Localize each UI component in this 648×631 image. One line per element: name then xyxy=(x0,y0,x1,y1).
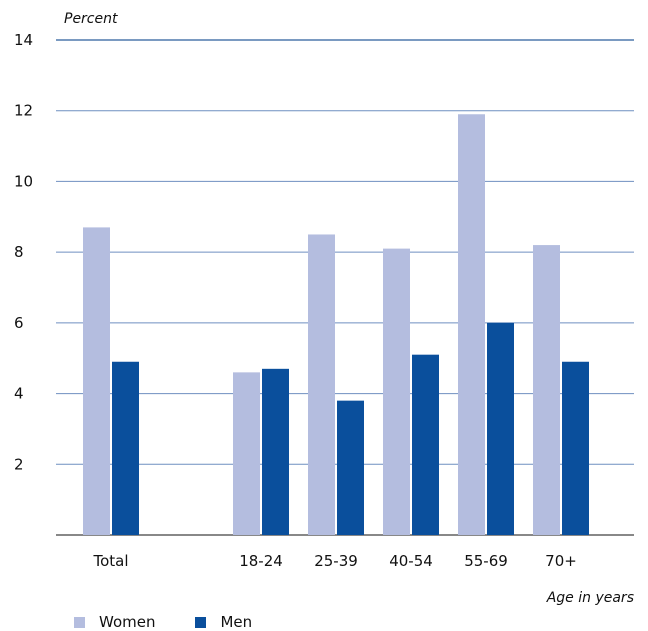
x-tick-label: 25-39 xyxy=(314,552,358,570)
legend-swatch-men xyxy=(195,616,207,628)
legend: Women Men xyxy=(74,613,252,631)
x-axis-unit-label: Age in years xyxy=(546,590,634,606)
bar-women-70+ xyxy=(533,245,560,536)
bars xyxy=(83,114,589,536)
legend-swatch-women xyxy=(74,616,85,628)
y-tick-labels: 2 4 6 8 10 12 14 xyxy=(14,31,33,473)
y-tick-label: 4 xyxy=(14,385,24,403)
bar-women-Total xyxy=(83,227,110,535)
y-tick-label: 2 xyxy=(14,455,24,473)
bar-men-70+ xyxy=(562,361,589,535)
x-tick-label: 55-69 xyxy=(464,552,508,570)
bar-men-55-69 xyxy=(487,322,514,535)
y-axis-unit-label: Percent xyxy=(64,11,118,27)
bar-men-25-39 xyxy=(337,400,364,535)
x-tick-labels: Total 18-24 25-39 40-54 55-69 70+ xyxy=(92,552,576,570)
bar-women-55-69 xyxy=(458,114,485,535)
bar-women-40-54 xyxy=(383,248,410,535)
x-tick-label: 40-54 xyxy=(389,552,433,570)
x-tick-label: Total xyxy=(92,552,128,570)
y-tick-label: 12 xyxy=(14,102,33,120)
bar-men-Total xyxy=(112,361,139,535)
legend-item-men: Men xyxy=(195,613,252,631)
legend-label-men: Men xyxy=(220,613,253,631)
bar-women-18-24 xyxy=(233,372,260,535)
x-tick-label: 70+ xyxy=(545,552,577,570)
y-tick-label: 8 xyxy=(14,243,24,261)
bar-men-40-54 xyxy=(412,354,439,535)
y-tick-label: 6 xyxy=(14,314,24,332)
legend-label-women: Women xyxy=(99,613,156,631)
bar-women-25-39 xyxy=(308,234,335,535)
x-tick-label: 18-24 xyxy=(239,552,283,570)
bar-men-18-24 xyxy=(262,368,289,535)
y-tick-label: 10 xyxy=(14,172,33,190)
y-tick-label: 14 xyxy=(14,31,33,49)
legend-item-women: Women xyxy=(74,613,155,631)
